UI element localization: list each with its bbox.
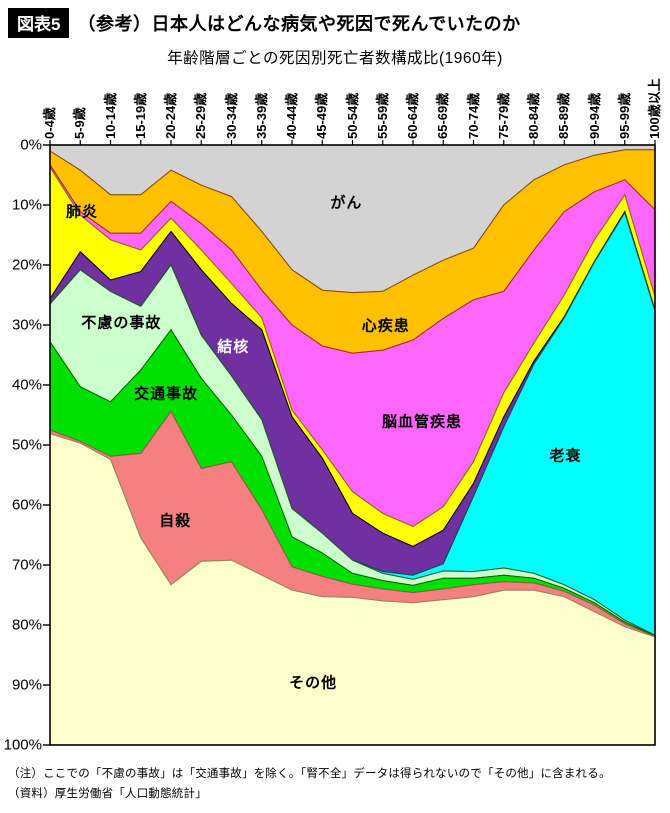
x-category-label: 90-94歳 <box>586 92 602 139</box>
area-label-老衰: 老衰 <box>549 447 582 465</box>
x-category-label: 0-4歳 <box>42 107 57 139</box>
y-tick-label: 70% <box>11 556 42 574</box>
area-label-心疾患: 心疾患 <box>361 317 410 335</box>
x-category-label: 55-59歳 <box>374 92 390 139</box>
x-category-label: 15-19歳 <box>132 92 148 139</box>
area-label-結核: 結核 <box>217 338 250 356</box>
figure-header: 図表5 （参考）日本人はどんな病気や死因で死んでいたのか <box>8 8 521 38</box>
x-category-label: 5-9歳 <box>72 107 88 139</box>
y-tick-label: 20% <box>11 256 42 274</box>
y-tick-label: 40% <box>11 376 42 394</box>
chart-subtitle: 年齢階層ごとの死因別死亡者数構成比(1960年) <box>167 50 503 67</box>
x-category-label: 10-14歳 <box>102 92 118 139</box>
x-category-label: 85-89歳 <box>556 92 572 139</box>
x-category-label: 100歳以上 <box>647 78 662 139</box>
source-note: （資料）厚生労働省「人口動態統計」 <box>8 788 207 800</box>
figure-title: （参考）日本人はどんな病気や死因で死んでいたのか <box>77 14 521 34</box>
area-label-その他: その他 <box>289 674 338 692</box>
x-category-label: 60-64歳 <box>405 92 420 139</box>
plot-canvas <box>43 140 656 746</box>
x-category-label: 25-29歳 <box>193 92 209 139</box>
y-tick-label: 30% <box>11 316 42 334</box>
y-tick-label: 0% <box>20 136 42 154</box>
x-category-label: 65-69歳 <box>435 92 451 139</box>
y-tick-label: 100% <box>3 736 42 754</box>
x-category-label: 35-39歳 <box>253 92 269 139</box>
stacked-area-chart <box>43 140 656 746</box>
x-category-label: 50-54歳 <box>344 92 360 139</box>
x-category-label: 95-99歳 <box>616 92 632 139</box>
area-label-自殺: 自殺 <box>159 512 192 530</box>
x-category-label: 30-34歳 <box>223 92 239 139</box>
area-label-がん: がん <box>330 194 363 212</box>
area-label-不慮の事故: 不慮の事故 <box>81 314 162 332</box>
y-tick-label: 80% <box>11 616 42 634</box>
x-category-label: 70-74歳 <box>465 92 481 139</box>
y-tick-label: 50% <box>11 436 42 454</box>
x-category-label: 80-84歳 <box>526 92 541 139</box>
y-tick-label: 60% <box>11 496 42 514</box>
x-category-label: 45-49歳 <box>314 92 330 139</box>
y-tick-label: 90% <box>11 676 42 694</box>
footnote: （注）ここでの「不慮の事故」は「交通事故」を除く。「腎不全」データは得られないの… <box>8 768 611 780</box>
x-category-label: 20-24歳 <box>163 92 178 139</box>
x-category-label: 75-79歳 <box>495 92 511 139</box>
area-label-脳血管疾患: 脳血管疾患 <box>382 413 463 431</box>
area-label-交通事故: 交通事故 <box>134 385 199 403</box>
figure-number-badge: 図表5 <box>8 8 70 38</box>
x-category-label: 40-44歳 <box>284 92 299 139</box>
area-label-肺炎: 肺炎 <box>66 203 99 221</box>
y-tick-label: 10% <box>11 196 42 214</box>
